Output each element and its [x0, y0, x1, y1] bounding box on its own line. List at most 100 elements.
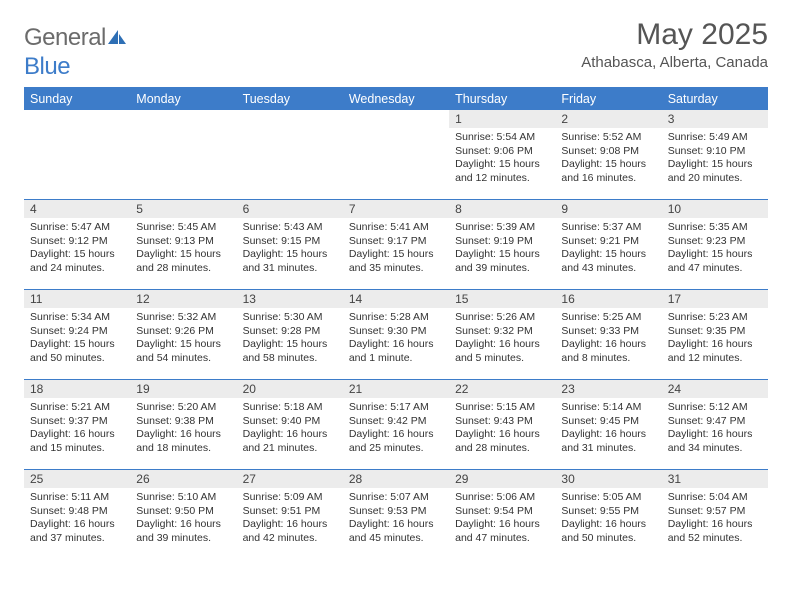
sunrise-text: Sunrise: 5:28 AM — [349, 311, 443, 325]
sunset-text: Sunset: 9:06 PM — [455, 145, 549, 159]
day-details: Sunrise: 5:20 AMSunset: 9:38 PMDaylight:… — [130, 398, 236, 460]
calendar-day-cell: 14Sunrise: 5:28 AMSunset: 9:30 PMDayligh… — [343, 289, 449, 379]
day-number: 4 — [24, 200, 130, 218]
day-details: Sunrise: 5:04 AMSunset: 9:57 PMDaylight:… — [662, 488, 768, 550]
sunset-text: Sunset: 9:30 PM — [349, 325, 443, 339]
daylight-text: Daylight: 16 hours and 42 minutes. — [243, 518, 337, 546]
day-number — [130, 110, 236, 114]
sunset-text: Sunset: 9:48 PM — [30, 505, 124, 519]
daylight-text: Daylight: 15 hours and 50 minutes. — [30, 338, 124, 366]
daylight-text: Daylight: 16 hours and 8 minutes. — [561, 338, 655, 366]
sunset-text: Sunset: 9:21 PM — [561, 235, 655, 249]
calendar-head: SundayMondayTuesdayWednesdayThursdayFrid… — [24, 88, 768, 110]
calendar-week-row: 11Sunrise: 5:34 AMSunset: 9:24 PMDayligh… — [24, 289, 768, 379]
day-number: 7 — [343, 200, 449, 218]
sunset-text: Sunset: 9:50 PM — [136, 505, 230, 519]
sunset-text: Sunset: 9:28 PM — [243, 325, 337, 339]
calendar-day-cell: 24Sunrise: 5:12 AMSunset: 9:47 PMDayligh… — [662, 379, 768, 469]
sunset-text: Sunset: 9:08 PM — [561, 145, 655, 159]
calendar-day-cell: 29 Sunrise: 5:06 AMSunset: 9:54 PMDayligh… — [449, 469, 555, 559]
daylight-text: Daylight: 16 hours and 52 minutes. — [668, 518, 762, 546]
day-details: Sunrise: 5:49 AMSunset: 9:10 PMDaylight:… — [662, 128, 768, 190]
sunset-text: Sunset: 9:38 PM — [136, 415, 230, 429]
sunrise-text: Sunrise: 5:11 AM — [30, 491, 124, 505]
day-number: 30 — [555, 470, 661, 488]
calendar-day-cell: 7Sunrise: 5:41 AMSunset: 9:17 PMDaylight… — [343, 199, 449, 289]
day-number: 8 — [449, 200, 555, 218]
daylight-text: Daylight: 16 hours and 18 minutes. — [136, 428, 230, 456]
day-details: Sunrise: 5:35 AMSunset: 9:23 PMDaylight:… — [662, 218, 768, 280]
daylight-text: Daylight: 16 hours and 37 minutes. — [30, 518, 124, 546]
calendar-day-cell: 9Sunrise: 5:37 AMSunset: 9:21 PMDaylight… — [555, 199, 661, 289]
day-number: 27 — [237, 470, 343, 488]
day-details: Sunrise: 5:07 AMSunset: 9:53 PMDaylight:… — [343, 488, 449, 550]
day-number: 10 — [662, 200, 768, 218]
daylight-text: Daylight: 16 hours and 39 minutes. — [136, 518, 230, 546]
sunset-text: Sunset: 9:24 PM — [30, 325, 124, 339]
day-number: 29 — [449, 470, 555, 488]
daylight-text: Daylight: 15 hours and 43 minutes. — [561, 248, 655, 276]
calendar-day-cell: 17Sunrise: 5:23 AMSunset: 9:35 PMDayligh… — [662, 289, 768, 379]
daylight-text: Daylight: 16 hours and 5 minutes. — [455, 338, 549, 366]
sunset-text: Sunset: 9:10 PM — [668, 145, 762, 159]
day-details: Sunrise: 5:26 AMSunset: 9:32 PMDaylight:… — [449, 308, 555, 370]
day-number: 13 — [237, 290, 343, 308]
calendar-day-cell: 22Sunrise: 5:15 AMSunset: 9:43 PMDayligh… — [449, 379, 555, 469]
calendar-day-cell — [130, 109, 236, 199]
daylight-text: Daylight: 16 hours and 34 minutes. — [668, 428, 762, 456]
sunset-text: Sunset: 9:12 PM — [30, 235, 124, 249]
day-details: Sunrise: 5:05 AMSunset: 9:55 PMDaylight:… — [555, 488, 661, 550]
sunrise-text: Sunrise: 5:43 AM — [243, 221, 337, 235]
day-number: 26 — [130, 470, 236, 488]
sunrise-text: Sunrise: 5:07 AM — [349, 491, 443, 505]
calendar-day-cell: 10Sunrise: 5:35 AMSunset: 9:23 PMDayligh… — [662, 199, 768, 289]
calendar-day-cell: 6Sunrise: 5:43 AMSunset: 9:15 PMDaylight… — [237, 199, 343, 289]
calendar-week-row: 1Sunrise: 5:54 AMSunset: 9:06 PMDaylight… — [24, 109, 768, 199]
month-title: May 2025 — [581, 18, 768, 52]
day-number: 22 — [449, 380, 555, 398]
day-details: Sunrise: 5:47 AMSunset: 9:12 PMDaylight:… — [24, 218, 130, 280]
day-details: Sunrise: 5:11 AMSunset: 9:48 PMDaylight:… — [24, 488, 130, 550]
sunset-text: Sunset: 9:42 PM — [349, 415, 443, 429]
sunrise-text: Sunrise: 5:34 AM — [30, 311, 124, 325]
sunrise-text: Sunrise: 5:25 AM — [561, 311, 655, 325]
sunrise-text: Sunrise: 5:30 AM — [243, 311, 337, 325]
day-details: Sunrise: 5:25 AMSunset: 9:33 PMDaylight:… — [555, 308, 661, 370]
sail-icon — [106, 25, 128, 53]
daylight-text: Daylight: 16 hours and 47 minutes. — [455, 518, 549, 546]
daylight-text: Daylight: 16 hours and 25 minutes. — [349, 428, 443, 456]
day-number: 20 — [237, 380, 343, 398]
sunset-text: Sunset: 9:45 PM — [561, 415, 655, 429]
calendar-day-cell: 26Sunrise: 5:10 AMSunset: 9:50 PMDayligh… — [130, 469, 236, 559]
calendar-day-cell: 25Sunrise: 5:11 AMSunset: 9:48 PMDayligh… — [24, 469, 130, 559]
calendar-day-cell: 18Sunrise: 5:21 AMSunset: 9:37 PMDayligh… — [24, 379, 130, 469]
day-details: Sunrise: 5:18 AMSunset: 9:40 PMDaylight:… — [237, 398, 343, 460]
sunset-text: Sunset: 9:13 PM — [136, 235, 230, 249]
sunset-text: Sunset: 9:54 PM — [455, 505, 549, 519]
location: Athabasca, Alberta, Canada — [581, 54, 768, 71]
calendar-body: 1Sunrise: 5:54 AMSunset: 9:06 PMDaylight… — [24, 109, 768, 559]
day-number: 3 — [662, 110, 768, 128]
sunrise-text: Sunrise: 5:04 AM — [668, 491, 762, 505]
day-details: Sunrise: 5:41 AMSunset: 9:17 PMDaylight:… — [343, 218, 449, 280]
day-number: 28 — [343, 470, 449, 488]
daylight-text: Daylight: 15 hours and 54 minutes. — [136, 338, 230, 366]
sunset-text: Sunset: 9:43 PM — [455, 415, 549, 429]
daylight-text: Daylight: 15 hours and 16 minutes. — [561, 158, 655, 186]
day-details: Sunrise: 5:12 AMSunset: 9:47 PMDaylight:… — [662, 398, 768, 460]
day-details: Sunrise: 5:10 AMSunset: 9:50 PMDaylight:… — [130, 488, 236, 550]
calendar-day-cell: 11Sunrise: 5:34 AMSunset: 9:24 PMDayligh… — [24, 289, 130, 379]
calendar-day-cell: 15Sunrise: 5:26 AMSunset: 9:32 PMDayligh… — [449, 289, 555, 379]
sunset-text: Sunset: 9:15 PM — [243, 235, 337, 249]
sunrise-text: Sunrise: 5:41 AM — [349, 221, 443, 235]
title-block: May 2025 Athabasca, Alberta, Canada — [581, 18, 768, 71]
sunrise-text: Sunrise: 5:14 AM — [561, 401, 655, 415]
day-header-row: SundayMondayTuesdayWednesdayThursdayFrid… — [24, 88, 768, 110]
calendar-week-row: 4Sunrise: 5:47 AMSunset: 9:12 PMDaylight… — [24, 199, 768, 289]
sunrise-text: Sunrise: 5:06 AM — [455, 491, 549, 505]
sunrise-text: Sunrise: 5:49 AM — [668, 131, 762, 145]
calendar-day-cell — [24, 109, 130, 199]
sunrise-text: Sunrise: 5:45 AM — [136, 221, 230, 235]
day-number: 9 — [555, 200, 661, 218]
sunset-text: Sunset: 9:37 PM — [30, 415, 124, 429]
